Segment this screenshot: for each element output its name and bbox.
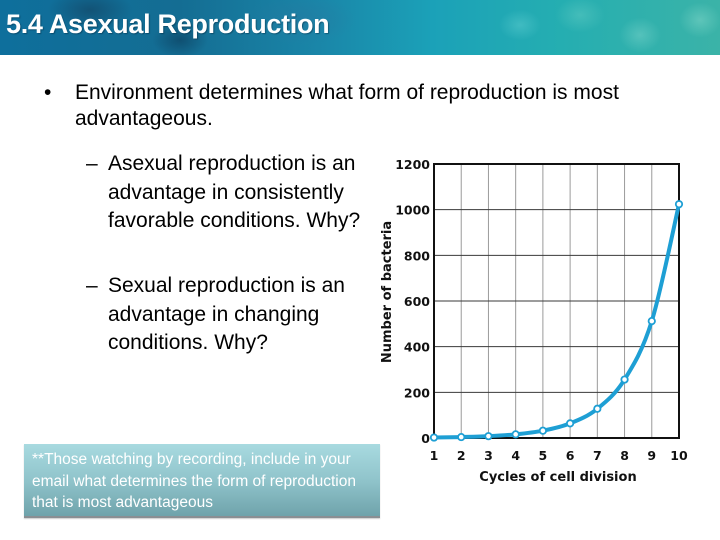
sub-bullet-asexual: – Asexual reproduction is an advantage i… <box>86 150 376 236</box>
header-banner: 5.4 Asexual Reproduction <box>0 0 720 55</box>
dash-icon: – <box>86 274 98 297</box>
x-tick-label: 6 <box>566 448 575 463</box>
main-bullet: • Environment determines what form of re… <box>44 80 714 132</box>
chart-axes <box>433 163 680 439</box>
y-tick-label: 1000 <box>395 203 430 218</box>
x-tick-labels: 1 2 3 4 5 6 7 8 9 10 <box>430 448 688 463</box>
slide-title: 5.4 Asexual Reproduction <box>6 9 330 39</box>
recording-note-text: **Those watching by recording, include i… <box>32 451 356 511</box>
sub-bullet-text: Sexual reproduction is an advantage in c… <box>108 274 345 354</box>
y-tick-label: 200 <box>404 385 430 400</box>
data-point-marker <box>620 375 629 384</box>
y-tick-label: 600 <box>404 294 430 309</box>
x-tick-label: 4 <box>511 448 520 463</box>
data-point-marker <box>457 432 466 442</box>
x-tick-label: 5 <box>539 448 548 463</box>
y-tick-label: 800 <box>404 248 430 263</box>
data-point-marker <box>511 430 520 439</box>
sub-bullet-sexual: – Sexual reproduction is an advantage in… <box>86 272 376 358</box>
x-tick-label: 3 <box>484 448 493 463</box>
x-tick-label: 10 <box>670 448 688 463</box>
chart-canvas: 0 200 400 600 800 1000 1200 1 2 3 4 5 6 7 8 9 10 Number… <box>380 157 688 485</box>
dash-icon: – <box>86 152 98 175</box>
y-tick-labels: 0 200 400 600 800 1000 1200 <box>395 157 430 446</box>
data-series <box>429 200 684 442</box>
recording-note-box: **Those watching by recording, include i… <box>24 444 380 518</box>
main-bullet-text: Environment determines what form of repr… <box>75 81 619 130</box>
y-tick-label: 1200 <box>395 157 430 172</box>
x-tick-label: 9 <box>647 448 656 463</box>
data-point-marker <box>566 419 575 428</box>
chart-grid <box>433 163 680 439</box>
bullet-icon: • <box>44 81 52 104</box>
data-point-marker <box>538 426 547 435</box>
data-point-marker <box>484 432 493 441</box>
y-axis-label: Number of bacteria <box>380 221 395 363</box>
x-tick-label: 2 <box>457 448 466 463</box>
x-tick-label: 1 <box>430 448 439 463</box>
plot-frame <box>433 163 680 439</box>
series-line <box>432 202 681 440</box>
data-point-marker <box>593 404 602 413</box>
sub-bullet-text: Asexual reproduction is an advantage in … <box>108 152 361 232</box>
data-point-marker <box>429 433 439 442</box>
x-tick-label: 7 <box>593 448 602 463</box>
data-point-marker <box>674 200 684 209</box>
x-axis-label: Cycles of cell division <box>479 470 636 485</box>
data-point-marker <box>647 316 656 326</box>
y-tick-label: 400 <box>404 340 430 355</box>
y-tick-label: 0 <box>421 431 430 446</box>
bacteria-growth-chart: 0 200 400 600 800 1000 1200 1 2 3 4 5 6 7 8 9 10 Number… <box>370 150 700 490</box>
x-tick-label: 8 <box>620 448 629 463</box>
